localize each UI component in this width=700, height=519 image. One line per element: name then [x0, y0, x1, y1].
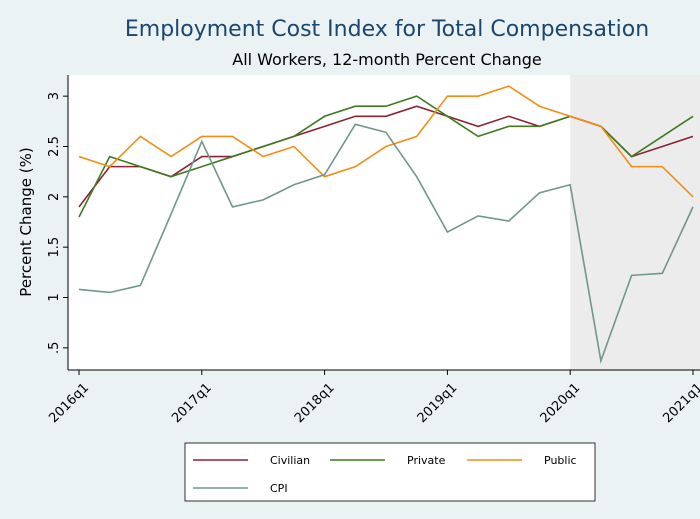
legend-label: Private: [407, 454, 446, 467]
y-tick-label: 2.5: [47, 136, 62, 157]
y-tick-label: 1.5: [47, 237, 62, 258]
y-tick-label: .5: [47, 342, 62, 354]
legend-label: CPI: [270, 482, 288, 495]
legend: [184, 442, 596, 502]
chart-subtitle: All Workers, 12-month Percent Change: [232, 50, 542, 69]
y-tick-label: 1: [47, 293, 62, 301]
chart-title: Employment Cost Index for Total Compensa…: [125, 17, 649, 42]
legend-label: Civilian: [270, 454, 310, 467]
series-line: [78, 123, 694, 365]
y-tick-label: 2: [47, 193, 62, 201]
y-axis-label: Percent Change (%): [17, 147, 35, 296]
shaded-period: [570, 75, 700, 370]
legend-label: Public: [544, 454, 577, 467]
series-line: [78, 85, 694, 198]
y-tick-label: 3: [47, 92, 62, 100]
